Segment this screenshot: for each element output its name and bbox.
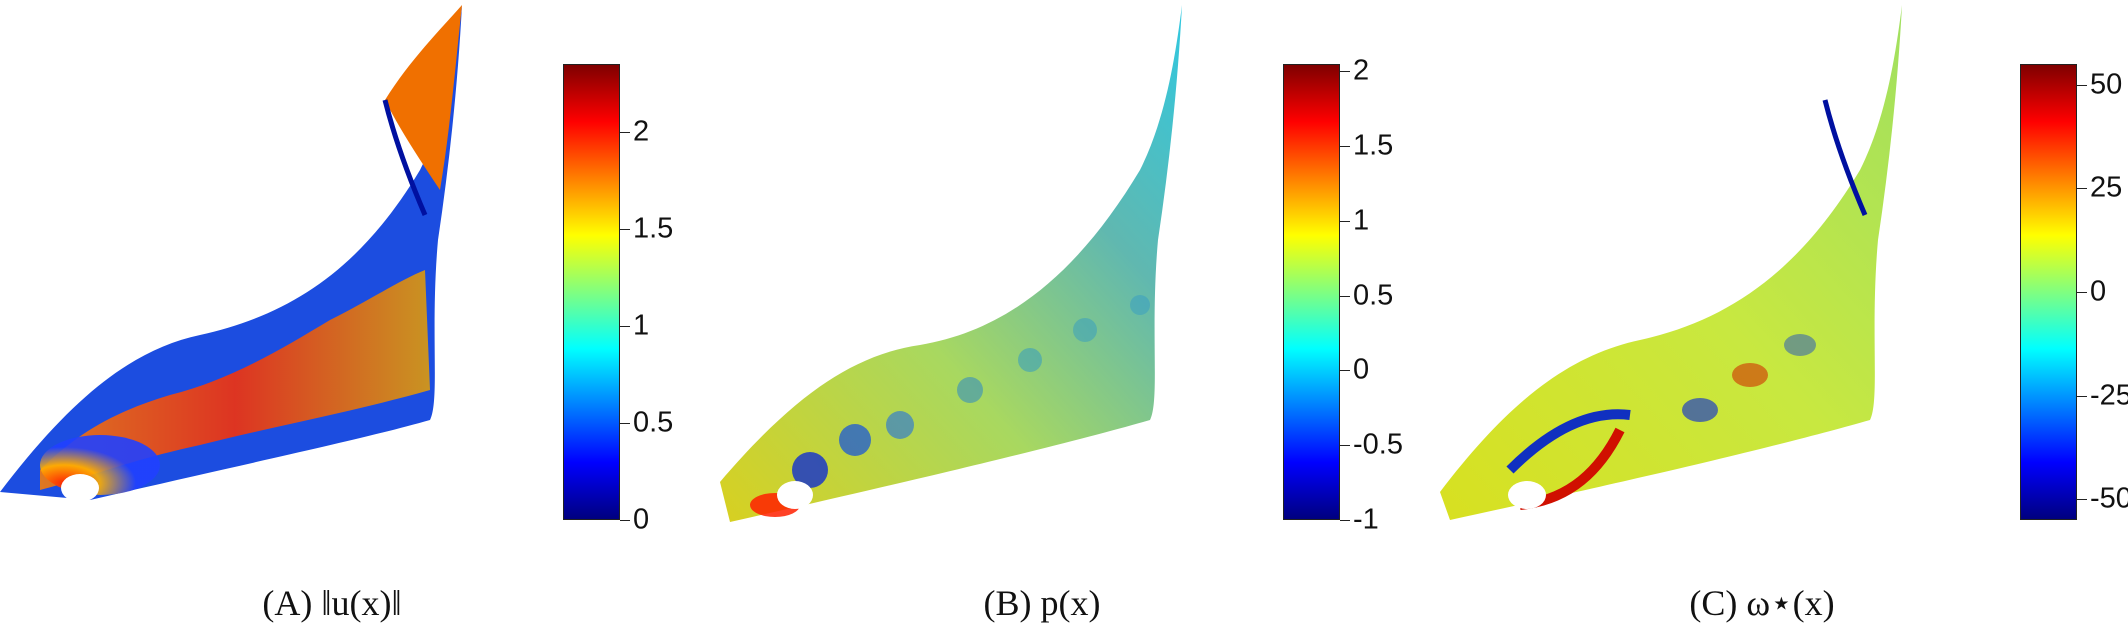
colorbar-tick-label: 25 <box>2090 171 2123 204</box>
surface-plot-c <box>1440 5 1902 520</box>
colorbar-tick-mark <box>1340 295 1350 297</box>
caption-text: (C) ω⋆(x) <box>1689 583 1835 623</box>
colorbar-tick-mark <box>1340 520 1350 521</box>
cylinder-b <box>777 481 813 509</box>
caption-text: (B) p(x) <box>983 583 1101 623</box>
flow-field-a <box>40 270 430 490</box>
colorbar-tick-label: -25 <box>2090 379 2128 412</box>
vortex-b <box>886 411 914 439</box>
colorbar-gradient <box>2020 64 2077 520</box>
colorbar-tick-mark <box>2077 292 2087 293</box>
colorbar-tick-label: 0.5 <box>1353 279 1394 312</box>
flap-a <box>385 5 462 190</box>
vortex-b <box>839 424 871 456</box>
colorbar-tick-label: 0.5 <box>633 406 674 439</box>
panel-c: -50 -25 0 25 50 (C) ω⋆(x) <box>1440 0 2128 638</box>
colorbar-tick-label: 1.5 <box>1353 129 1394 162</box>
colorbar-tick-mark <box>1340 71 1350 73</box>
caption-b: (B) p(x) <box>984 582 1101 624</box>
colorbar-gradient <box>1283 64 1340 520</box>
colorbar-tick-mark <box>620 325 630 327</box>
colorbar-tick-label: 1 <box>1353 204 1370 237</box>
colorbar-tick-mark <box>2077 84 2087 86</box>
colorbar-tick-label: 0 <box>1353 353 1370 386</box>
shear-layer-c <box>1506 409 1631 474</box>
panel-b: -1 -0.5 0 0.5 1 1.5 2 (B) p(x) <box>720 0 1420 638</box>
surface-plot-a <box>0 5 462 502</box>
vortex-b <box>1018 348 1042 372</box>
panel-a: 0 0.5 1 1.5 2 (A) ‖u(x)‖ <box>0 0 700 638</box>
caption-text: (A) ‖u(x)‖ <box>262 583 402 623</box>
vortex-c <box>1732 363 1768 387</box>
colorbar-tick-label: 50 <box>2090 68 2123 101</box>
colorbar-tick-label: -50 <box>2090 482 2128 515</box>
colorbar-tick-mark <box>620 422 630 424</box>
flap-edge-a <box>382 99 428 216</box>
caption-c: (C) ω⋆(x) <box>1689 582 1834 624</box>
colorbar-tick-mark <box>1340 146 1350 148</box>
colorbar-tick-label: 1.5 <box>633 212 674 245</box>
cylinder-c <box>1508 481 1546 509</box>
colorbar-tick-label: 1 <box>633 309 650 342</box>
colorbar-tick-label: 2 <box>633 115 650 148</box>
surface-plot-b <box>720 5 1182 522</box>
vortex-b <box>792 452 828 488</box>
flap-edge-c <box>1822 99 1868 216</box>
cylinder-a <box>61 474 99 502</box>
vortex-b <box>1073 318 1097 342</box>
colorbar-tick-label: -0.5 <box>1353 428 1403 461</box>
colorbar-tick-mark <box>2077 395 2087 397</box>
colorbar-tick-mark <box>1340 220 1350 222</box>
colorbar-tick-label: 2 <box>1353 54 1370 87</box>
caption-a: (A) ‖u(x)‖ <box>262 582 401 624</box>
colorbar-tick-mark <box>2077 499 2087 501</box>
surface-b <box>720 5 1182 522</box>
wake-region-a <box>40 435 160 495</box>
surface-c <box>1440 5 1902 520</box>
colorbar-tick-mark <box>620 520 630 521</box>
colorbar-tick-mark <box>620 131 630 133</box>
colorbar-tick-mark <box>1340 445 1350 447</box>
colorbar-tick-mark <box>620 228 630 230</box>
vortex-b <box>1130 295 1150 315</box>
colorbar-tick-label: 0 <box>633 503 650 536</box>
colorbar-tick-mark <box>2077 188 2087 190</box>
colorbar-tick-label: 0 <box>2090 275 2107 308</box>
vortex-c <box>1784 334 1816 356</box>
colorbar-gradient <box>563 64 620 520</box>
colorbar-tick-label: -1 <box>1353 503 1379 536</box>
vortex-b <box>957 377 983 403</box>
colorbar-tick-mark <box>1340 370 1350 372</box>
vortex-c <box>1682 398 1718 422</box>
